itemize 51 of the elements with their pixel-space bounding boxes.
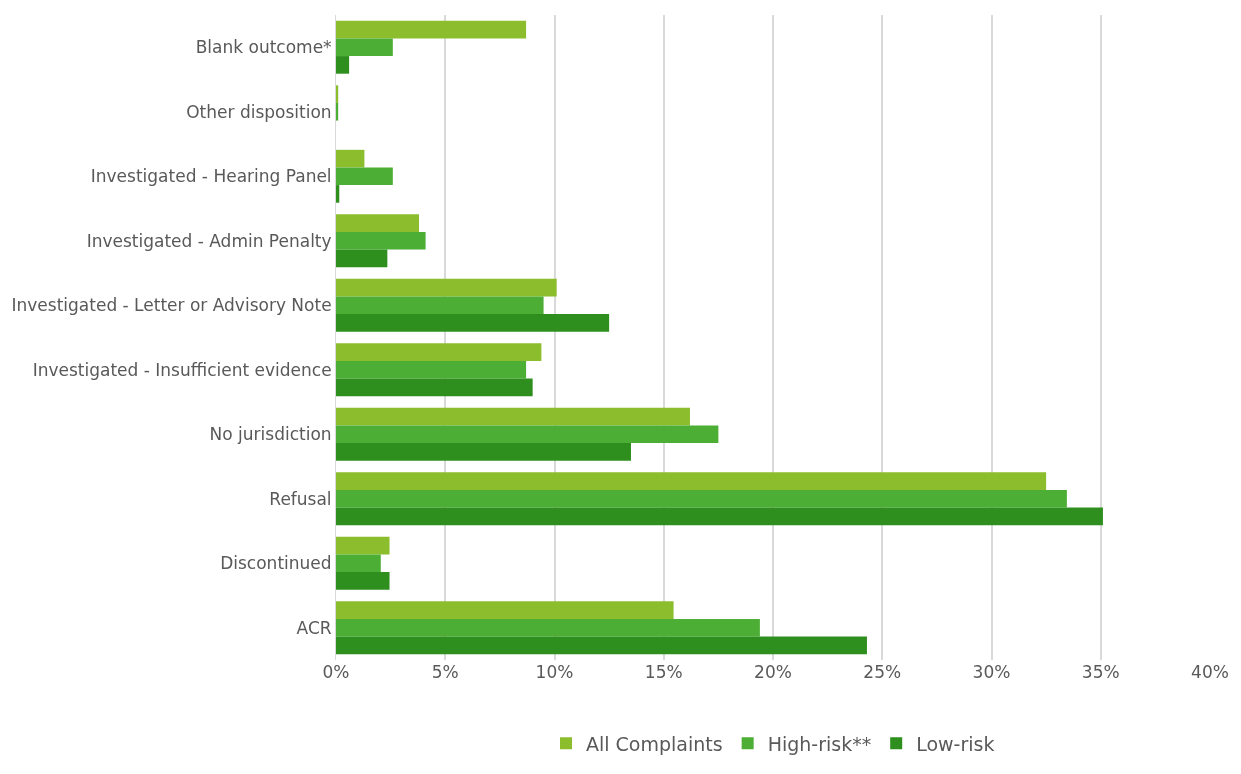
y-tick-label: Investigated - Admin Penalty [86,230,332,251]
legend-label: High-risk** [767,732,872,755]
y-tick-label: Investigated - Insufficient evidence [32,359,332,380]
x-tick-label: 5% [431,662,459,682]
y-tick-label: No jurisdiction [209,424,332,445]
y-tick-label: Investigated - Hearing Panel [90,166,332,187]
bar [336,636,867,655]
bar [336,601,674,619]
x-tick-label: 35% [1081,662,1120,682]
bar [336,56,350,74]
bar [336,314,610,332]
bar [336,214,420,232]
x-tick-label: 10% [535,662,574,682]
bar [336,38,393,57]
bar [336,554,381,573]
bar [336,167,393,186]
y-tick-label: ACR [296,617,332,638]
bar [336,296,544,315]
x-tick-label: 20% [754,662,792,682]
x-tick-label: 40% [1191,662,1229,682]
bar [336,472,1047,490]
y-tick-label: Discontinued [220,553,332,574]
x-tick-label: 25% [863,662,902,682]
bar [336,425,719,444]
bar [336,407,690,426]
bar [336,149,365,168]
bar [336,185,340,203]
bar [336,85,339,103]
y-tick-label: Blank outcome* [195,37,332,58]
legend-label: All Complaints [586,732,723,755]
bar [336,536,390,555]
bar [336,507,1103,526]
bar [336,360,527,379]
x-tick-label: 30% [972,662,1011,682]
y-tick-label: Investigated - Letter or Advisory Note [11,295,332,316]
bar [336,343,542,361]
legend-label: Low-risk [916,732,995,755]
y-tick-label: Refusal [269,488,332,509]
bar [336,572,390,590]
bar [336,378,533,397]
bar [336,231,426,250]
bar [336,102,339,121]
bar [336,618,760,637]
bar [336,249,388,268]
x-tick-label: 0% [322,662,350,682]
bar [336,489,1067,508]
x-tick-label: 15% [644,662,683,682]
y-tick-label: Other disposition [186,101,332,122]
bar [336,443,631,461]
bar [336,20,527,39]
bar [336,278,557,297]
